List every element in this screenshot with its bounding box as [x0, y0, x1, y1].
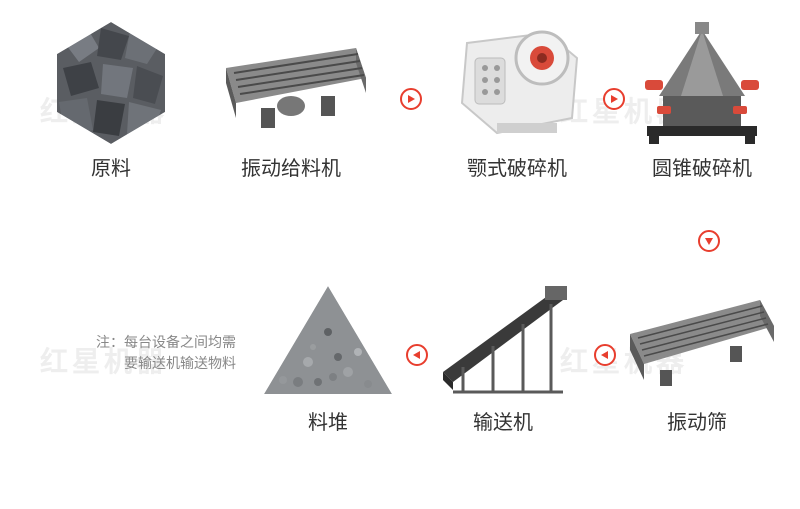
flow-note: 注：每台设备之间均需 要输送机输送物料 — [56, 332, 236, 374]
stage-label: 料堆 — [308, 406, 348, 435]
cone-crusher-image — [627, 18, 777, 148]
screen-image — [612, 272, 782, 402]
stage-raw-material: 原料 — [46, 18, 176, 181]
raw-material-image — [51, 18, 171, 148]
stage-conveyor: 输送机 — [418, 272, 588, 435]
stage-label: 原料 — [91, 152, 131, 181]
stage-screen: 振动筛 — [612, 272, 782, 435]
stage-pile: 料堆 — [258, 272, 398, 435]
stage-label: 振动筛 — [667, 406, 727, 435]
conveyor-image — [423, 272, 583, 402]
stage-label: 颚式破碎机 — [467, 152, 567, 181]
stage-feeder: 振动给料机 — [206, 18, 376, 181]
stage-label: 圆锥破碎机 — [652, 152, 752, 181]
feeder-image — [206, 18, 376, 148]
stage-jaw-crusher: 颚式破碎机 — [432, 18, 602, 181]
note-line: 注：每台设备之间均需 — [56, 332, 236, 353]
jaw-crusher-image — [437, 18, 597, 148]
pile-image — [258, 272, 398, 402]
stage-cone-crusher: 圆锥破碎机 — [622, 18, 782, 181]
stage-label: 振动给料机 — [241, 152, 341, 181]
stage-label: 输送机 — [473, 406, 533, 435]
flow-arrow-down — [698, 230, 720, 252]
flow-arrow-left — [406, 344, 428, 366]
note-line: 要输送机输送物料 — [56, 353, 236, 374]
flow-arrow-left — [594, 344, 616, 366]
flow-arrow-right — [400, 88, 422, 110]
